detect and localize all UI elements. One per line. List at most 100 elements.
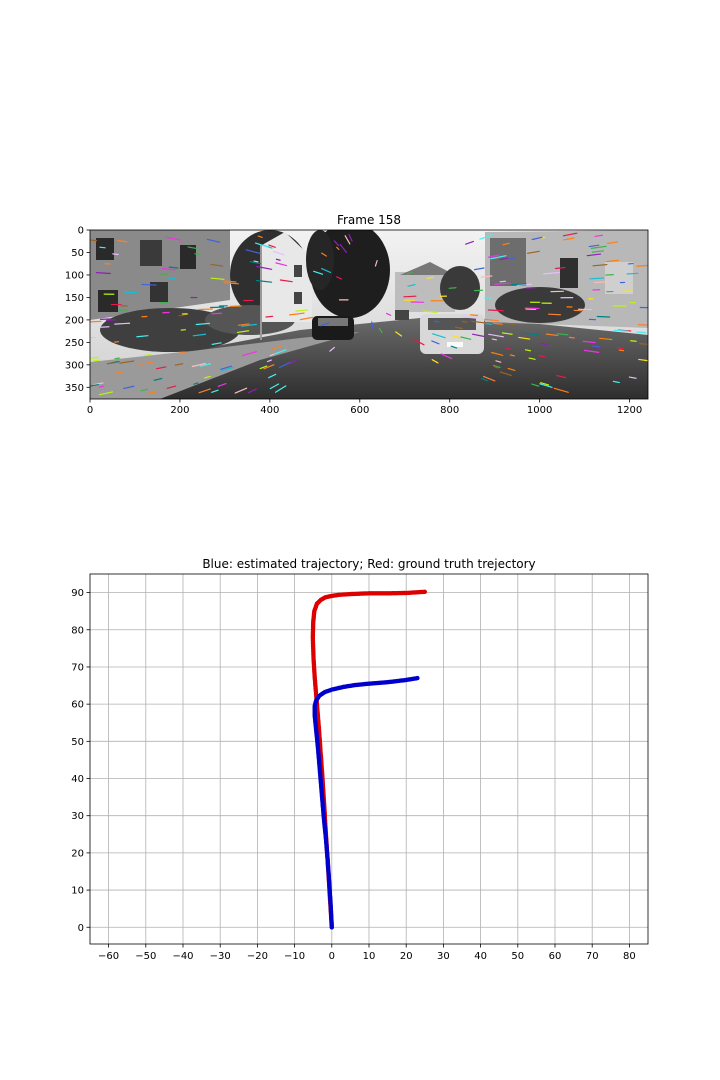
feature-track [119, 360, 135, 364]
feature-track [589, 277, 605, 280]
feature-track [562, 232, 578, 237]
feature-track [524, 349, 532, 352]
feature-track [275, 262, 288, 267]
feature-track [165, 236, 182, 241]
feature-track [616, 347, 624, 349]
feature-track [502, 242, 510, 246]
feature-track [540, 382, 550, 386]
feature-track [339, 243, 348, 253]
feature-track [506, 347, 512, 350]
trajectory-x-tick-label: −60 [98, 951, 119, 962]
feature-track [319, 322, 330, 327]
trajectory-series [310, 589, 427, 930]
feature-track [211, 389, 219, 393]
feature-track [106, 362, 115, 365]
trajectory-y-tick-label: 10 [71, 886, 84, 897]
feature-track [158, 273, 168, 275]
feature-track [114, 357, 120, 360]
feature-track [279, 279, 293, 283]
feature-track [509, 354, 515, 357]
feature-track [265, 315, 274, 318]
frame-x-tick-label: 800 [440, 405, 459, 416]
trajectory-y-tick-label: 40 [71, 774, 84, 785]
feature-track [211, 312, 223, 315]
trajectory-x-tick-label: 20 [400, 951, 413, 962]
feature-track [98, 391, 114, 396]
feature-track [99, 246, 106, 249]
feature-track [257, 235, 263, 239]
feature-track [95, 272, 111, 275]
feature-track [448, 287, 457, 289]
feature-track [499, 257, 509, 261]
feature-track [236, 330, 250, 334]
feature-track [488, 333, 505, 338]
feature-track [592, 263, 608, 267]
feature-track [255, 279, 273, 283]
feature-track [588, 244, 600, 248]
feature-track [481, 377, 488, 382]
feature-tracks [90, 232, 648, 396]
feature-track [406, 271, 413, 275]
feature-track [450, 345, 458, 349]
feature-track [586, 253, 602, 257]
feature-track [166, 385, 177, 389]
feature-track [593, 346, 601, 349]
feature-track [156, 366, 167, 370]
feature-track [177, 351, 187, 354]
trajectory-x-tick-label: 60 [549, 951, 562, 962]
feature-track [320, 268, 332, 274]
feature-track [407, 284, 416, 287]
feature-track [90, 320, 102, 323]
feature-track [117, 239, 128, 243]
feature-track [543, 271, 560, 275]
feature-track [321, 252, 327, 257]
trajectory-x-tick-label: 50 [511, 951, 524, 962]
trajectory-x-tick-label: 70 [586, 951, 599, 962]
feature-track [217, 383, 227, 387]
feature-track [92, 359, 100, 362]
feature-track [161, 268, 177, 271]
trajectory-y-tick-label: 90 [71, 588, 84, 599]
trajectory-x-tick-label: 30 [437, 951, 450, 962]
feature-track [288, 312, 305, 316]
feature-track [206, 238, 221, 243]
feature-track [545, 333, 559, 337]
frame-x-tick-label: 200 [170, 405, 189, 416]
frame-y-axis: 0 50 100 150 200 250 300 350 [65, 226, 90, 394]
feature-track [224, 282, 240, 285]
feature-track [274, 385, 287, 393]
feature-track [491, 351, 504, 356]
feature-track [605, 259, 619, 263]
feature-track [607, 241, 618, 244]
feature-track [153, 377, 163, 381]
feature-track [461, 320, 468, 323]
feature-track [90, 383, 99, 387]
feature-track [395, 331, 403, 337]
trajectory-x-tick-label: −10 [284, 951, 305, 962]
feature-track [490, 255, 507, 260]
feature-track [539, 342, 548, 346]
feature-track [594, 234, 604, 238]
trajectory-x-axis: −60 −50 −40 −30 −20 −10 0 10 20 30 40 50 60 70 80 [98, 944, 636, 962]
feature-track [254, 242, 268, 248]
feature-track [479, 234, 493, 240]
feature-track [431, 359, 439, 364]
feature-track [460, 336, 472, 340]
feature-track [234, 387, 248, 394]
feature-track [336, 246, 340, 251]
trajectory-y-axis: 0 10 20 30 40 50 60 70 80 90 [71, 588, 90, 934]
feature-track [187, 246, 197, 250]
frame-y-tick-label: 50 [71, 248, 84, 259]
frame-panel: Frame 158 [65, 213, 649, 416]
feature-track [140, 388, 148, 392]
feature-track [451, 334, 462, 339]
frame-x-tick-label: 0 [87, 405, 93, 416]
feature-track [465, 240, 475, 245]
trajectory-y-tick-label: 50 [71, 737, 84, 748]
feature-track [211, 342, 222, 345]
feature-track [220, 365, 233, 370]
feature-track [593, 281, 609, 284]
feature-track [639, 342, 648, 345]
feature-track [494, 282, 511, 285]
feature-track [511, 283, 527, 286]
